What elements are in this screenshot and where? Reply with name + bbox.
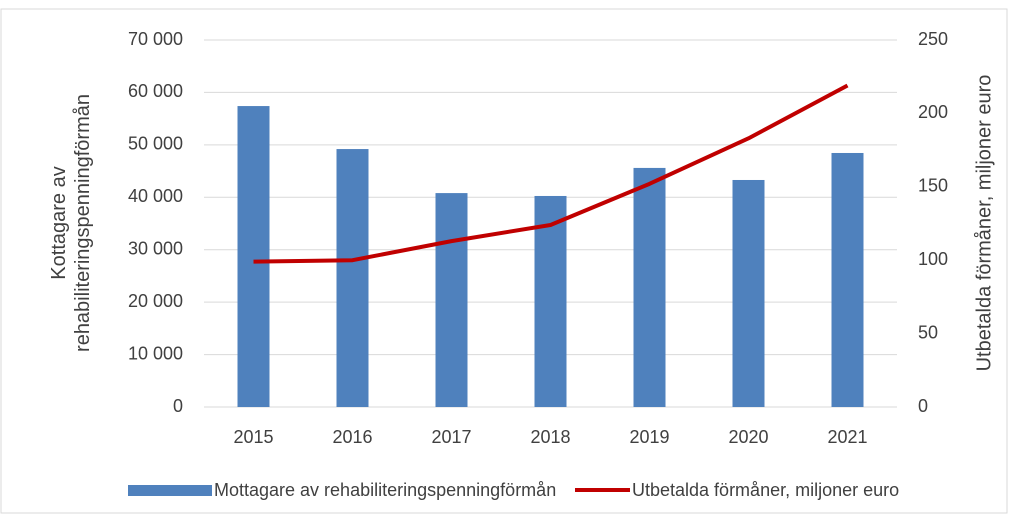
bar (237, 106, 270, 407)
x-tick-label: 2016 (332, 427, 372, 447)
legend-label: Mottagare av rehabiliteringspenningförmå… (214, 480, 556, 500)
y-axis-title: Kottagare av rehabiliteringspenningförmån (48, 94, 94, 352)
y-axis-title-line: Kottagare av (48, 166, 70, 279)
y2-axis-title: Utbetalda förmåner, miljoner euro (973, 75, 995, 372)
x-tick-label: 2021 (827, 427, 867, 447)
x-tick-label: 2017 (431, 427, 471, 447)
y-tick-label: 10 000 (128, 343, 183, 363)
y-axis-title-line: rehabiliteringspenningförmån (72, 94, 94, 352)
y2-tick-label: 0 (918, 396, 928, 416)
x-tick-label: 2015 (233, 427, 273, 447)
line (253, 83, 849, 264)
bar (435, 193, 468, 407)
y2-tick-label: 100 (918, 249, 948, 269)
y-tick-label: 30 000 (128, 238, 183, 258)
y-tick-label: 50 000 (128, 134, 183, 154)
y2-tick-label: 50 (918, 322, 938, 342)
bar (336, 149, 369, 407)
y2-tick-label: 250 (918, 29, 948, 49)
x-tick-label: 2020 (728, 427, 768, 447)
x-tick-label: 2018 (530, 427, 570, 447)
y-tick-label: 40 000 (128, 186, 183, 206)
bar (534, 195, 567, 407)
y-tick-label: 60 000 (128, 81, 183, 101)
y-tick-label: 70 000 (128, 29, 183, 49)
y2-tick-label: 200 (918, 102, 948, 122)
legend-swatch (128, 485, 212, 496)
bar (633, 167, 666, 407)
y2-tick-label: 150 (918, 176, 948, 196)
bar (732, 179, 765, 407)
x-tick-label: 2019 (629, 427, 669, 447)
y-tick-label: 20 000 (128, 291, 183, 311)
legend-label: Utbetalda förmåner, miljoner euro (632, 480, 899, 500)
y-tick-label: 0 (173, 396, 183, 416)
bar (831, 152, 864, 407)
